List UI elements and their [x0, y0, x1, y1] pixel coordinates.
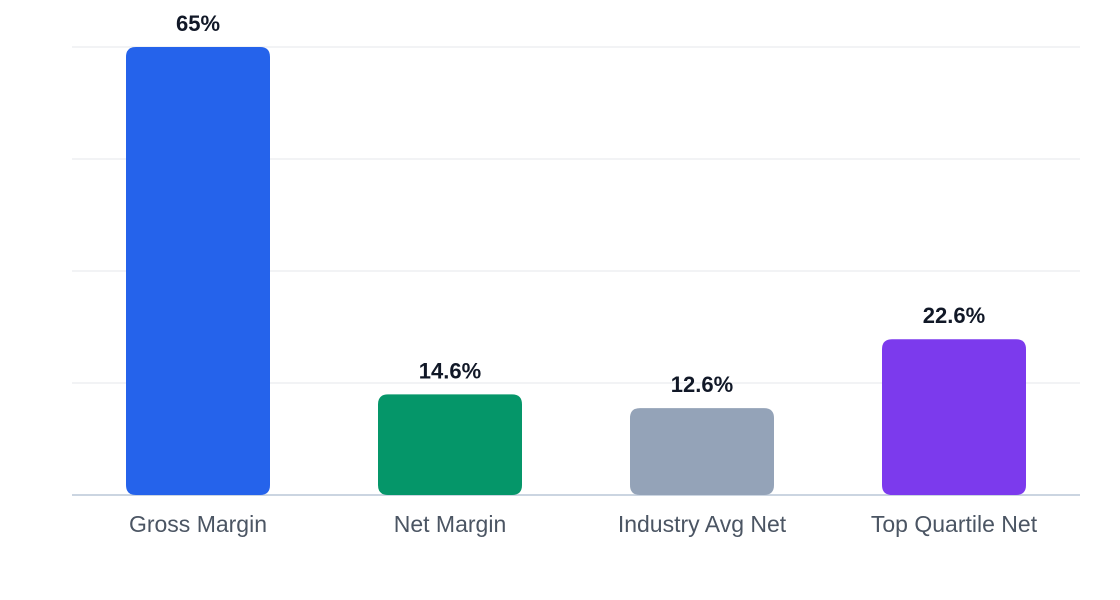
data-label: 22.6% — [923, 303, 985, 328]
data-label: 65% — [176, 11, 220, 36]
bar-net-margin — [378, 394, 522, 495]
data-label: 14.6% — [419, 358, 481, 383]
x-tick-label: Top Quartile Net — [871, 511, 1038, 537]
bar-gross-margin — [126, 47, 270, 495]
bar-top-quartile-net — [882, 339, 1026, 495]
category-labels: Gross Margin Net Margin Industry Avg Net To… — [129, 511, 1038, 537]
bar-industry-avg-net — [630, 408, 774, 495]
value-labels: 65% 14.6% 12.6% 22.6% — [176, 11, 985, 397]
x-tick-label: Industry Avg Net — [618, 511, 787, 537]
x-tick-label: Gross Margin — [129, 511, 267, 537]
data-label: 12.6% — [671, 372, 733, 397]
bars — [126, 47, 1026, 495]
x-tick-label: Net Margin — [394, 511, 506, 537]
